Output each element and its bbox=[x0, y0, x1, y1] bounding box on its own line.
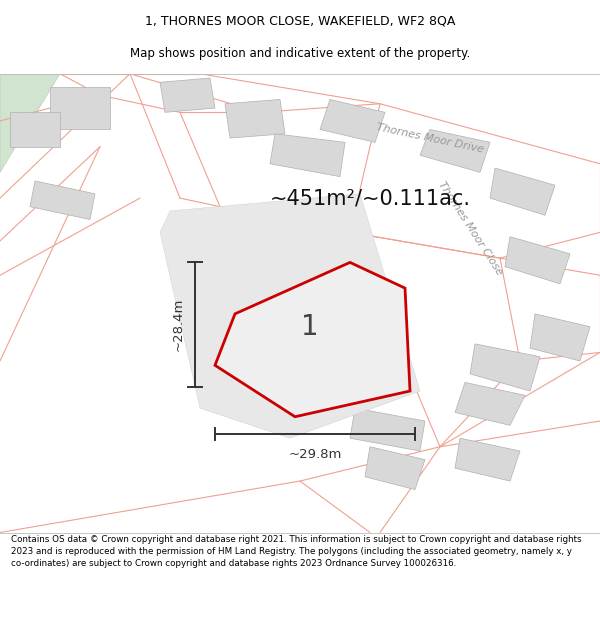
Polygon shape bbox=[270, 134, 345, 177]
Polygon shape bbox=[0, 74, 60, 172]
Polygon shape bbox=[225, 99, 285, 138]
Polygon shape bbox=[215, 262, 410, 417]
Text: Thornes Moor Drive: Thornes Moor Drive bbox=[376, 122, 485, 154]
Polygon shape bbox=[50, 87, 110, 129]
Polygon shape bbox=[30, 181, 95, 219]
Text: ~29.8m: ~29.8m bbox=[289, 448, 341, 461]
Polygon shape bbox=[455, 438, 520, 481]
Polygon shape bbox=[420, 129, 490, 173]
Text: 1, THORNES MOOR CLOSE, WAKEFIELD, WF2 8QA: 1, THORNES MOOR CLOSE, WAKEFIELD, WF2 8Q… bbox=[145, 14, 455, 27]
Polygon shape bbox=[350, 408, 425, 451]
Text: ~451m²/~0.111ac.: ~451m²/~0.111ac. bbox=[270, 188, 471, 208]
Polygon shape bbox=[320, 99, 385, 142]
Polygon shape bbox=[60, 74, 155, 198]
Text: Thornes Moor Close: Thornes Moor Close bbox=[436, 179, 504, 277]
Polygon shape bbox=[505, 237, 570, 284]
Text: ~28.4m: ~28.4m bbox=[172, 298, 185, 351]
Polygon shape bbox=[455, 382, 525, 426]
Polygon shape bbox=[470, 344, 540, 391]
Text: Map shows position and indicative extent of the property.: Map shows position and indicative extent… bbox=[130, 47, 470, 59]
Polygon shape bbox=[490, 168, 555, 215]
Text: Contains OS data © Crown copyright and database right 2021. This information is : Contains OS data © Crown copyright and d… bbox=[11, 535, 581, 568]
Text: 1: 1 bbox=[301, 312, 319, 341]
Polygon shape bbox=[10, 112, 60, 147]
Polygon shape bbox=[160, 194, 420, 438]
Polygon shape bbox=[160, 78, 215, 112]
Polygon shape bbox=[530, 314, 590, 361]
Polygon shape bbox=[365, 447, 425, 489]
